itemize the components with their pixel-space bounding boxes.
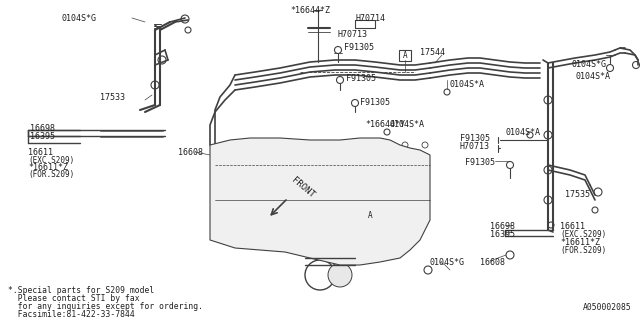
Text: 0104S*A: 0104S*A (505, 128, 540, 137)
Text: 16608: 16608 (178, 148, 203, 157)
Text: F91305: F91305 (460, 134, 490, 143)
Text: 16698: 16698 (490, 222, 515, 231)
Text: A: A (368, 211, 372, 220)
Text: (FOR.S209): (FOR.S209) (560, 246, 606, 255)
Text: 16395: 16395 (30, 132, 55, 141)
Text: *16644*Y: *16644*Y (365, 120, 405, 129)
Text: 0104S*A: 0104S*A (576, 72, 611, 81)
FancyBboxPatch shape (364, 210, 376, 221)
Text: 0104S*G: 0104S*G (430, 258, 465, 267)
Text: 17535: 17535 (565, 190, 590, 199)
Circle shape (347, 147, 363, 163)
Text: 0104S*A: 0104S*A (390, 120, 425, 129)
Text: *16611*Z: *16611*Z (28, 163, 68, 172)
Text: FRONT: FRONT (290, 176, 316, 200)
Text: 16611: 16611 (28, 148, 53, 157)
Text: (EXC.S209): (EXC.S209) (28, 156, 74, 165)
Text: H70713: H70713 (460, 142, 490, 151)
Text: *16611*Z: *16611*Z (560, 238, 600, 247)
Text: Please contact STI by fax: Please contact STI by fax (8, 294, 140, 303)
Text: F91305: F91305 (465, 158, 495, 167)
Text: F91305: F91305 (346, 74, 376, 83)
Circle shape (312, 147, 328, 163)
Circle shape (382, 147, 398, 163)
Text: F91305: F91305 (344, 43, 374, 52)
Text: (EXC.S209): (EXC.S209) (560, 230, 606, 239)
Circle shape (277, 147, 293, 163)
Text: 0104S*G: 0104S*G (62, 14, 97, 23)
Text: 16395: 16395 (490, 230, 515, 239)
Text: (FOR.S209): (FOR.S209) (28, 170, 74, 179)
Polygon shape (210, 138, 430, 265)
Text: for any inquiries except for ordering.: for any inquiries except for ordering. (8, 302, 203, 311)
Text: *.Special parts for S209 model: *.Special parts for S209 model (8, 286, 154, 295)
Text: A050002085: A050002085 (583, 303, 632, 312)
Text: A: A (403, 51, 407, 60)
Text: H70713: H70713 (338, 30, 368, 39)
Text: H70714: H70714 (355, 14, 385, 23)
Text: Facsimile:81-422-33-7844: Facsimile:81-422-33-7844 (8, 310, 135, 319)
Circle shape (328, 263, 352, 287)
Text: 16608: 16608 (480, 258, 505, 267)
Text: 17533: 17533 (100, 93, 125, 102)
FancyBboxPatch shape (399, 50, 411, 61)
Text: 17544: 17544 (420, 48, 445, 57)
Text: 0104S*A: 0104S*A (450, 80, 485, 89)
Text: F91305: F91305 (360, 98, 390, 107)
Circle shape (242, 147, 258, 163)
Text: 16611: 16611 (560, 222, 585, 231)
Text: 0104S*G: 0104S*G (572, 60, 607, 69)
Text: 16698: 16698 (30, 124, 55, 133)
Text: *16644*Z: *16644*Z (290, 6, 330, 15)
